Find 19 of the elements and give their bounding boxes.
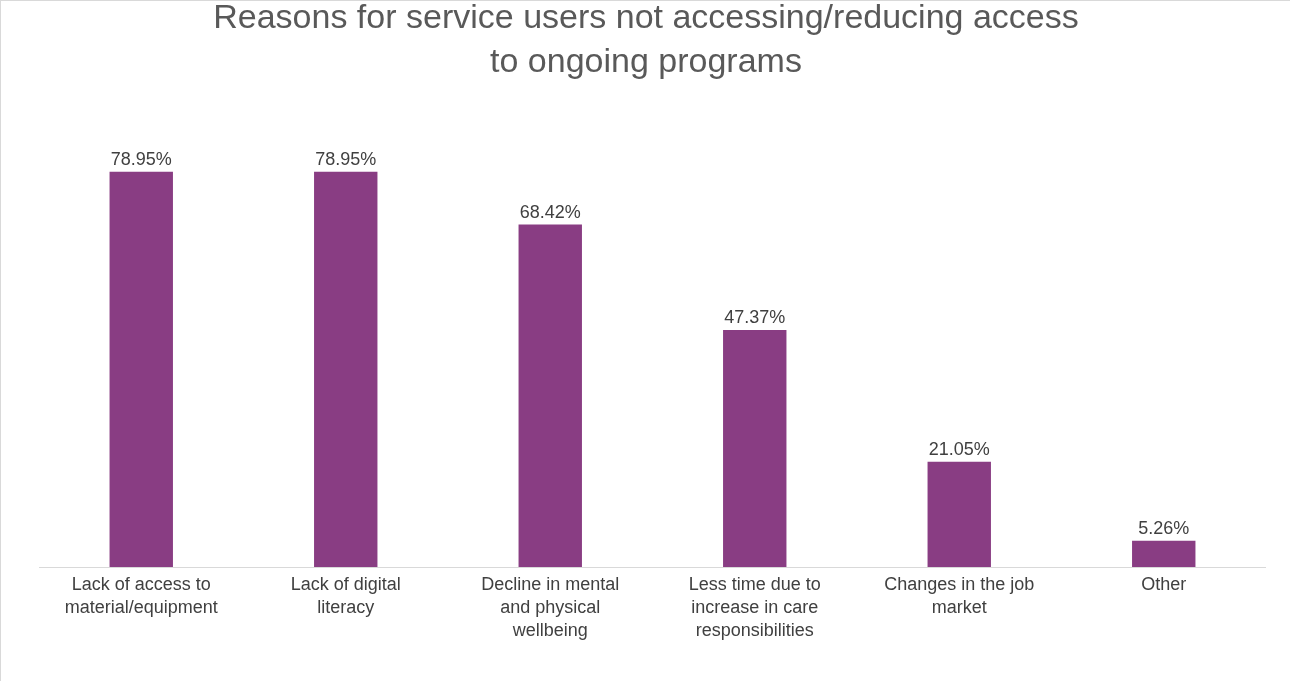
data-label: 68.42% — [519, 201, 581, 222]
bar — [518, 224, 582, 567]
x-tick-label: Decline in mental and physical wellbeing — [481, 573, 620, 641]
data-label: 5.26% — [1138, 517, 1190, 538]
bar — [1132, 540, 1196, 567]
x-tick-label: Changes in the job market — [884, 573, 1035, 617]
bar — [927, 461, 991, 567]
x-tick-label: Lack of access to material/equipment — [64, 573, 218, 617]
x-tick-label: Other — [1141, 573, 1187, 594]
x-tick-label: Lack of digital literacy — [290, 573, 401, 617]
chart-title: Reasons for service users not accessing/reducing access to ongoing programs — [213, 0, 1079, 80]
data-label: 21.05% — [928, 438, 990, 459]
x-tick-label: Less time due to increase in care responsibilities — [688, 573, 821, 641]
data-label: 78.95% — [315, 148, 377, 169]
bar — [109, 171, 173, 567]
bar — [723, 329, 787, 567]
data-label: 78.95% — [110, 148, 172, 169]
data-label: 47.37% — [724, 306, 786, 327]
bar — [314, 171, 378, 567]
